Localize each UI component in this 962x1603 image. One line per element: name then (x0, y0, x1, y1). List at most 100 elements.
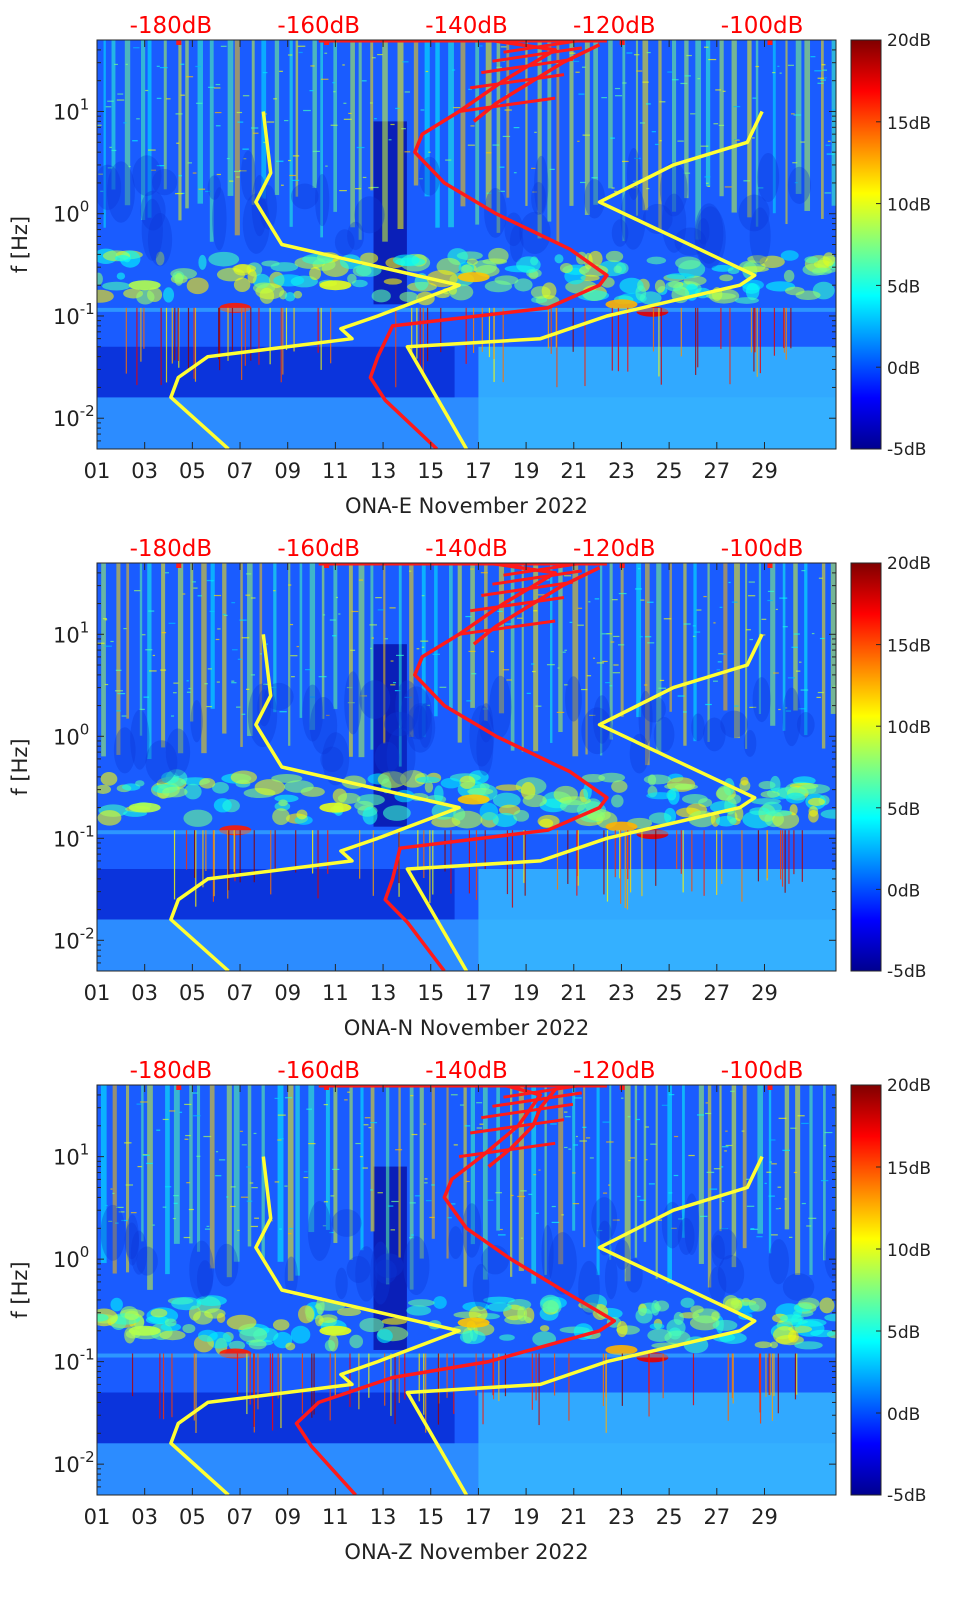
psd-curve-2 (368, 40, 609, 449)
x-tick-label: 19 (513, 981, 540, 1005)
low-frequency-band-right (478, 1392, 836, 1495)
low-frequency-band-right (478, 869, 836, 971)
y-tick-label: 101 (53, 618, 89, 647)
top-axis-label: -180dB (130, 1058, 213, 1084)
quiet-low-band (97, 869, 455, 920)
colorbar-tick-label: 20dB (887, 554, 931, 574)
colorbar-tick-label: 5dB (887, 1323, 920, 1343)
x-tick-label: 21 (560, 1505, 587, 1529)
colorbar (850, 39, 882, 450)
top-axis-marker-3 (767, 563, 773, 568)
psd-spread-0 (458, 619, 556, 636)
panel-ona-z: 10-2 10-1 100 101 f [Hz] 01 03 05 07 09 11 13 15 17 19… (8, 1058, 931, 1564)
top-axis-label: -140dB (425, 536, 508, 562)
top-axis-marker-1 (324, 1085, 330, 1090)
psd-spread-0 (458, 96, 556, 113)
panel-ona-e: 10-2 10-1 100 101 f [Hz] 01 03 05 07 09 11 13 15 17 19… (8, 13, 931, 518)
x-axis-label: ONA-Z November 2022 (344, 1540, 588, 1564)
x-tick-label: 25 (656, 1505, 683, 1529)
x-tick-label: 01 (84, 1505, 111, 1529)
psd-curve-3 (487, 1088, 557, 1168)
colorbar-tick-label: 0dB (887, 1405, 920, 1425)
psd-spread-1 (469, 73, 565, 90)
colorbar-tick-label: 15dB (887, 1159, 931, 1179)
top-axis-marker-1 (324, 40, 330, 45)
noise-model-curve-0 (169, 634, 461, 971)
x-tick-label: 09 (274, 459, 301, 483)
x-tick-label: 27 (703, 459, 730, 483)
x-tick-label: 03 (131, 459, 158, 483)
noise-model-curve-1 (405, 110, 764, 449)
x-tick-label: 07 (227, 1505, 254, 1529)
top-axis-marker-0 (176, 40, 182, 45)
y-tick-label: 10-2 (53, 402, 95, 431)
x-tick-label: 13 (370, 1505, 397, 1529)
y-axis-label: f [Hz] (8, 738, 32, 795)
x-tick-label: 29 (751, 981, 778, 1005)
y-tick-label: 100 (53, 1243, 89, 1272)
psd-spread-0 (458, 1141, 556, 1159)
psd-spread-2 (481, 580, 574, 597)
x-tick-label: 25 (656, 459, 683, 483)
top-axis-marker-2 (619, 40, 625, 45)
noise-model-curve-0 (169, 1156, 461, 1495)
x-tick-label: 15 (417, 459, 444, 483)
x-tick-label: 19 (513, 1505, 540, 1529)
psd-curve-2 (383, 563, 609, 971)
colorbar-tick-label: 20dB (887, 31, 931, 51)
y-tick-label: 101 (53, 95, 89, 124)
colorbar-tick-label: -5dB (887, 962, 926, 982)
psd-spread-1 (469, 596, 565, 613)
y-tick-label: 10-1 (53, 822, 95, 851)
overlay-curves (169, 563, 773, 971)
psd-curve-3 (472, 566, 601, 646)
spectrogram-image (97, 1085, 836, 1495)
top-axis-label: -140dB (425, 1058, 508, 1084)
top-axis-label: -180dB (130, 536, 213, 562)
colorbar-tick-label: 10dB (887, 718, 931, 738)
quiet-low-band (97, 1392, 455, 1444)
x-tick-label: 07 (227, 459, 254, 483)
y-tick-label: 10-1 (53, 300, 95, 329)
x-tick-label: 07 (227, 981, 254, 1005)
x-tick-label: 27 (703, 981, 730, 1005)
x-tick-label: 05 (179, 981, 206, 1005)
top-axis-marker-2 (619, 563, 625, 568)
x-tick-label: 25 (656, 981, 683, 1005)
microseism-band (97, 1294, 836, 1363)
colorbar-tick-label: 0dB (887, 881, 920, 901)
top-axis-label: -160dB (277, 13, 360, 39)
psd-curve-3 (472, 43, 601, 123)
x-tick-label: 11 (322, 1505, 349, 1529)
y-tick-label: 101 (53, 1141, 89, 1170)
x-tick-label: 23 (608, 981, 635, 1005)
colorbar-tick-label: -5dB (887, 440, 926, 460)
top-axis-label: -160dB (277, 1058, 360, 1084)
microseism-band (97, 769, 836, 840)
x-tick-label: 15 (417, 1505, 444, 1529)
y-tick-label: 10-1 (53, 1346, 95, 1375)
y-tick-label: 10-2 (53, 924, 95, 953)
x-tick-label: 13 (370, 981, 397, 1005)
colorbar-tick-label: 15dB (887, 114, 931, 134)
spectrogram-image (97, 40, 836, 449)
x-tick-label: 23 (608, 459, 635, 483)
top-axis-marker-1 (324, 563, 330, 568)
x-tick-label: 05 (179, 459, 206, 483)
low-frequency-band-right (478, 346, 836, 449)
overlay-curves (169, 1085, 773, 1495)
x-axis-label: ONA-N November 2022 (344, 1016, 589, 1040)
x-tick-label: 11 (322, 981, 349, 1005)
x-tick-label: 03 (131, 1505, 158, 1529)
psd-spread-2 (481, 57, 574, 75)
psd-spread-3 (492, 1091, 583, 1108)
y-tick-label: 10-2 (53, 1448, 95, 1477)
quiet-low-band (97, 346, 455, 398)
vertical-streaks (100, 1085, 836, 1433)
psd-curve-2 (294, 1085, 617, 1495)
colorbar-tick-label: 10dB (887, 1241, 931, 1261)
x-tick-label: 15 (417, 981, 444, 1005)
top-axis-marker-2 (619, 1085, 625, 1090)
